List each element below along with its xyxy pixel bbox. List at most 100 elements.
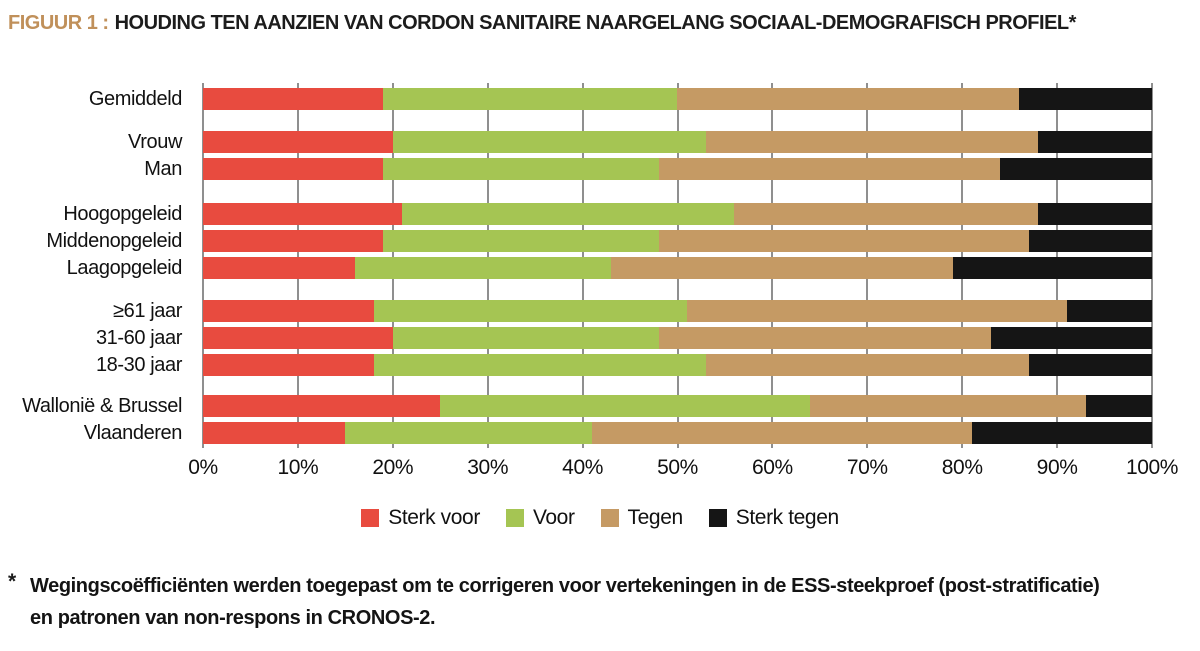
bar-segment-sterk-tegen [1066,300,1152,322]
bar-segment-sterk-voor [203,203,403,225]
bar-segment-sterk-tegen [971,422,1152,444]
legend-label: Voor [532,506,575,529]
bar-segment-sterk-tegen [1038,203,1152,225]
bar-segment-voor [373,300,687,322]
footnote-line-2: en patronen van non-respons in CRONOS-2. [30,607,436,629]
bar-segment-tegen [677,88,1020,110]
bar-segment-voor [383,88,678,110]
x-axis-label: 80% [941,456,983,479]
legend-label: Tegen [627,506,684,529]
bar-segment-sterk-voor [203,422,346,444]
footnote-asterisk: * [8,570,17,593]
bar-segment-voor [345,422,593,444]
x-axis-label: 20% [372,456,414,479]
bar-row [203,230,1152,252]
y-axis-label: Gemiddeld [88,88,183,110]
figure-title-text: HOUDING TEN AANZIEN VAN CORDON SANITAIRE… [114,12,1077,34]
bar-segment-sterk-tegen [1038,131,1152,153]
bar-segment-sterk-voor [203,257,355,279]
bar-segment-sterk-tegen [952,257,1152,279]
bar-segment-voor [383,230,659,252]
x-axis-label: 10% [277,456,319,479]
bar-segment-sterk-voor [203,88,384,110]
bar-segment-voor [440,395,811,417]
bar-segment-sterk-tegen [1000,158,1152,180]
figure-number: FIGUUR 1 : [8,12,109,34]
x-axis-label: 60% [751,456,793,479]
stacked-bar-chart: Gemiddeld Vrouw Man Hoogopgeleid Middenopgel… [0,83,1200,530]
bar-segment-sterk-tegen [1028,354,1152,376]
bar-segment-voor [402,203,735,225]
footnote-text: Wegingscoëfficiënten werden toegepast om… [30,570,1100,634]
bar-segment-sterk-voor [203,327,393,349]
bar-segment-sterk-tegen [1019,88,1152,110]
plot-area [202,83,1153,448]
legend-label: Sterk voor [388,506,480,529]
x-axis-label: 70% [846,456,888,479]
gridline [1151,83,1153,448]
x-axis-label: 50% [657,456,698,479]
legend-item: Sterk voor [361,506,480,530]
bar-row [203,88,1152,110]
bar-segment-sterk-tegen [1085,395,1152,417]
bar-row [203,422,1152,444]
bar-segment-tegen [705,131,1039,153]
footnote-line-1: Wegingscoëfficiënten werden toegepast om… [30,575,1100,597]
bar-segment-tegen [686,300,1067,322]
x-axis-label: 40% [562,456,604,479]
bar-row [203,257,1152,279]
x-axis-label: 30% [467,456,509,479]
bar-row [203,395,1152,417]
bar-segment-tegen [592,422,972,444]
legend: Sterk voor Voor Tegen Sterk tegen [0,506,1200,530]
bar-segment-tegen [658,230,1029,252]
bar-segment-sterk-voor [203,131,393,153]
legend-item: Tegen [600,506,684,530]
bar-segment-tegen [810,395,1086,417]
y-axis-label: Man [144,158,182,180]
bar-segment-tegen [658,327,991,349]
legend-swatch-tegen [600,509,619,527]
bar-row [203,158,1152,180]
y-axis-label: Middenopgeleid [46,230,182,252]
bar-segment-voor [392,327,659,349]
legend-swatch-sterk-tegen [708,509,727,527]
bar-segment-tegen [705,354,1029,376]
legend-label: Sterk tegen [735,506,839,529]
bar-segment-voor [383,158,659,180]
footnote: * Wegingscoëfficiënten werden toegepast … [8,570,1194,634]
legend-swatch-sterk-voor [361,509,380,527]
y-axis-label: 31-60 jaar [95,327,182,349]
legend-item: Sterk tegen [708,506,839,530]
legend-item: Voor [505,506,575,530]
bar-segment-sterk-voor [203,158,384,180]
figure-title: FIGUUR 1 : HOUDING TEN AANZIEN VAN CORDON… [8,12,1076,35]
bar-row [203,300,1152,322]
bar-segment-tegen [658,158,1001,180]
bar-segment-voor [354,257,612,279]
bar-segment-sterk-tegen [1028,230,1152,252]
bar-segment-voor [373,354,706,376]
y-axis-label: ≥61 jaar [113,300,182,322]
bar-segment-sterk-tegen [990,327,1152,349]
legend-swatch-voor [505,509,524,527]
bar-row [203,203,1152,225]
bar-segment-sterk-voor [203,354,374,376]
bar-segment-tegen [611,257,953,279]
bar-segment-sterk-voor [203,230,384,252]
y-axis-label: Laagopgeleid [66,257,183,279]
x-axis-label: 100% [1125,456,1179,479]
bar-row [203,131,1152,153]
y-axis-label: Vlaanderen [83,422,183,444]
bar-segment-sterk-voor [203,395,441,417]
x-axis-label: 90% [1036,456,1078,479]
bar-segment-tegen [734,203,1039,225]
bar-row [203,354,1152,376]
y-axis-label: Wallonië & Brussel [22,395,182,417]
x-axis-label: 0% [188,456,218,479]
bar-segment-sterk-voor [203,300,374,322]
y-axis-label: Vrouw [128,131,182,153]
y-axis-label: Hoogopgeleid [63,203,182,225]
bar-segment-voor [392,131,706,153]
